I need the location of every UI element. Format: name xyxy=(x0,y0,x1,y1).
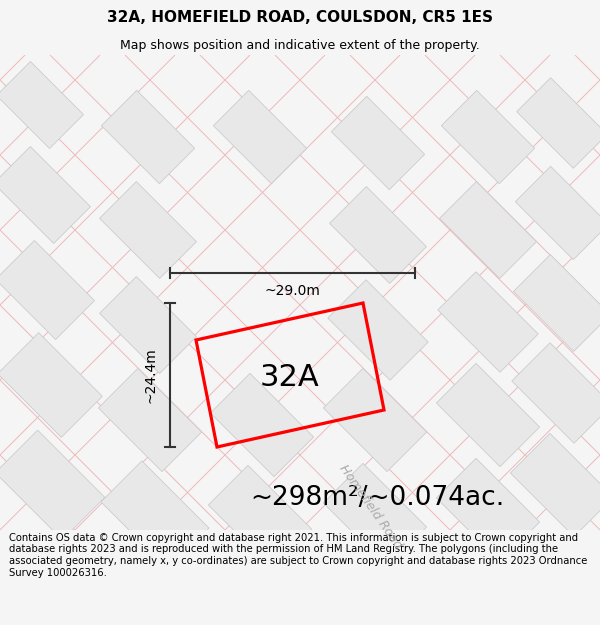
Text: ~298m²/~0.074ac.: ~298m²/~0.074ac. xyxy=(250,485,504,511)
Polygon shape xyxy=(0,147,91,243)
Polygon shape xyxy=(208,466,311,569)
Polygon shape xyxy=(0,61,83,149)
Polygon shape xyxy=(517,78,600,168)
Polygon shape xyxy=(331,96,425,189)
Text: ~29.0m: ~29.0m xyxy=(265,284,320,298)
Polygon shape xyxy=(214,91,307,184)
Polygon shape xyxy=(100,277,196,373)
Polygon shape xyxy=(0,430,105,540)
Text: 32A, HOMEFIELD ROAD, COULSDON, CR5 1ES: 32A, HOMEFIELD ROAD, COULSDON, CR5 1ES xyxy=(107,10,493,25)
Text: 32A: 32A xyxy=(260,362,320,391)
Polygon shape xyxy=(100,182,196,278)
Polygon shape xyxy=(515,166,600,259)
Polygon shape xyxy=(329,187,427,283)
Polygon shape xyxy=(440,182,536,278)
Polygon shape xyxy=(442,91,535,184)
Polygon shape xyxy=(0,241,94,339)
Text: Map shows position and indicative extent of the property.: Map shows position and indicative extent… xyxy=(120,39,480,51)
Polygon shape xyxy=(436,363,539,467)
Polygon shape xyxy=(98,368,202,472)
Text: ~24.4m: ~24.4m xyxy=(144,347,158,403)
Text: Homefield Road: Homefield Road xyxy=(336,462,404,551)
Polygon shape xyxy=(512,342,600,443)
Polygon shape xyxy=(323,368,427,472)
Polygon shape xyxy=(436,458,539,562)
Polygon shape xyxy=(101,461,209,569)
Polygon shape xyxy=(438,272,538,372)
Polygon shape xyxy=(328,280,428,380)
Polygon shape xyxy=(511,433,600,537)
Polygon shape xyxy=(514,254,600,351)
Polygon shape xyxy=(0,332,103,437)
Polygon shape xyxy=(323,463,427,567)
Polygon shape xyxy=(101,91,194,184)
Text: Contains OS data © Crown copyright and database right 2021. This information is : Contains OS data © Crown copyright and d… xyxy=(9,533,587,578)
Polygon shape xyxy=(211,373,314,477)
